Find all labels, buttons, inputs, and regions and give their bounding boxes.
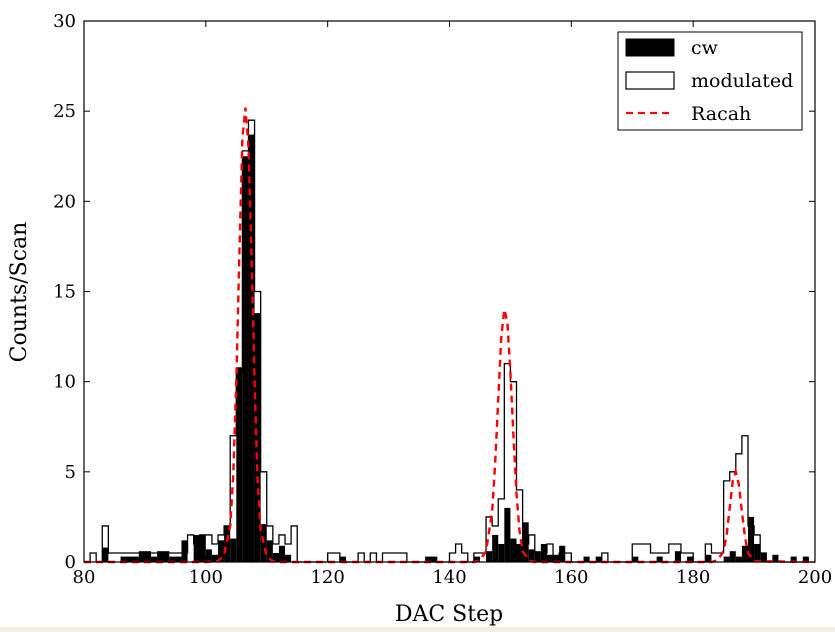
cw-bar bbox=[674, 551, 681, 562]
y-tick-label: 15 bbox=[53, 282, 76, 303]
cw-bar bbox=[802, 556, 809, 562]
cw-bar bbox=[705, 554, 712, 562]
x-axis-title: DAC Step bbox=[395, 602, 503, 627]
cw-bar bbox=[260, 524, 267, 562]
y-tick-label: 10 bbox=[53, 372, 76, 393]
cw-bar bbox=[504, 507, 511, 562]
cw-bar bbox=[790, 556, 797, 562]
cw-bar bbox=[772, 554, 779, 562]
cw-bar bbox=[230, 538, 237, 562]
cw-bar bbox=[559, 545, 566, 562]
cw-bar bbox=[729, 551, 736, 562]
series-layer bbox=[84, 107, 816, 564]
x-tick-label: 180 bbox=[676, 567, 710, 588]
cw-bar bbox=[266, 540, 273, 562]
cw-bar bbox=[254, 313, 261, 562]
cw-bar bbox=[169, 556, 182, 562]
cw-bar bbox=[181, 540, 188, 562]
cw-bar bbox=[278, 545, 286, 562]
window-bottom-strip bbox=[0, 627, 835, 632]
cw-bar bbox=[285, 554, 292, 562]
y-tick-label: 30 bbox=[53, 11, 76, 32]
cw-bar bbox=[540, 543, 547, 562]
cw-bar bbox=[632, 556, 639, 562]
y-axis-title: Counts/Scan bbox=[7, 222, 32, 363]
cw-bar bbox=[735, 556, 742, 562]
cw-bar bbox=[498, 543, 505, 562]
cw-bar bbox=[120, 556, 139, 562]
cw-bar bbox=[741, 545, 748, 562]
cw-bar bbox=[224, 525, 231, 562]
cw-bar bbox=[486, 551, 493, 562]
cw-bar bbox=[546, 554, 554, 562]
y-tick-label: 0 bbox=[65, 552, 76, 573]
x-tick-label: 160 bbox=[554, 567, 588, 588]
cw-bar bbox=[516, 543, 523, 562]
cw-bar bbox=[754, 543, 761, 562]
cw-bar bbox=[553, 554, 560, 562]
cw-bar bbox=[528, 549, 535, 562]
cw-bar bbox=[747, 516, 755, 562]
modulated-histogram-outline bbox=[84, 119, 815, 563]
x-tick-label: 120 bbox=[310, 567, 344, 588]
legend-label-modulated: modulated bbox=[691, 70, 793, 92]
axis-layer: 80 100 120 140 160 180 200 0 5 10 15 20 25 30 bbox=[53, 11, 832, 588]
cw-bar bbox=[236, 367, 243, 562]
x-tick-label: 80 bbox=[73, 567, 96, 588]
legend-label-racah: Racah bbox=[691, 103, 751, 125]
x-tick-label: 200 bbox=[798, 567, 832, 588]
cw-bar bbox=[193, 534, 206, 562]
cw-bar bbox=[687, 556, 694, 562]
racah-curve bbox=[84, 107, 816, 564]
x-tick-label: 100 bbox=[189, 567, 223, 588]
cw-bar bbox=[272, 552, 279, 562]
cw-bar bbox=[534, 551, 541, 562]
cw-bar bbox=[211, 554, 219, 562]
cw-bar bbox=[473, 556, 480, 562]
cw-bar bbox=[151, 556, 158, 562]
cw-bar bbox=[205, 549, 212, 562]
cw-bar bbox=[425, 556, 438, 562]
cw-bar bbox=[510, 538, 517, 562]
legend-swatch-cw bbox=[625, 38, 675, 57]
cw-bar bbox=[242, 156, 249, 562]
cw-bar bbox=[339, 556, 346, 562]
y-tick-label: 20 bbox=[53, 191, 76, 212]
cw-bar bbox=[102, 547, 109, 562]
cw-bar bbox=[656, 556, 663, 562]
cw-bar bbox=[723, 556, 730, 562]
x-tick-label: 140 bbox=[432, 567, 466, 588]
y-tick-label: 5 bbox=[65, 462, 76, 483]
cw-bar bbox=[583, 556, 590, 562]
legend: cw modulated Racah bbox=[617, 31, 803, 131]
cw-bar bbox=[522, 522, 529, 562]
cw-bar bbox=[248, 134, 255, 563]
cw-bar bbox=[595, 556, 602, 562]
cw-bar bbox=[138, 551, 152, 562]
y-tick-label: 25 bbox=[53, 101, 76, 122]
cw-bar bbox=[760, 552, 767, 562]
legend-label-cw: cw bbox=[691, 37, 719, 59]
cw-bar bbox=[492, 534, 499, 562]
cw-bar bbox=[218, 540, 225, 562]
legend-swatch-modulated bbox=[625, 71, 675, 90]
cw-bar bbox=[157, 551, 170, 562]
